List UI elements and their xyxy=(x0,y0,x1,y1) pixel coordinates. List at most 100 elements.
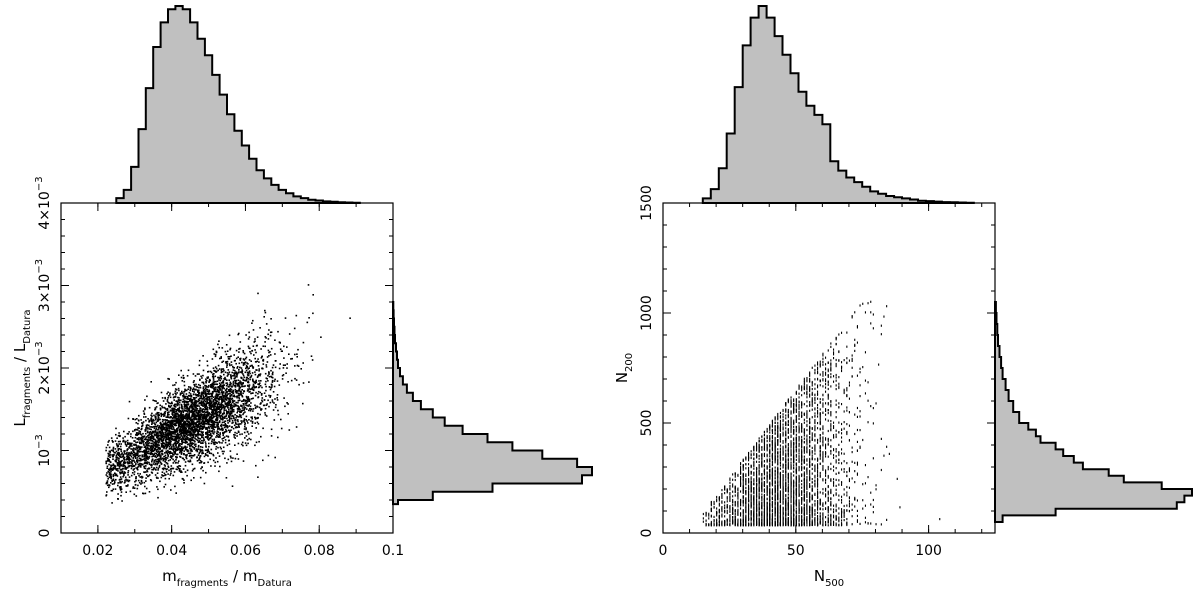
scatter-point xyxy=(244,437,246,439)
scatter-point xyxy=(208,389,210,392)
scatter-point xyxy=(244,357,247,360)
scatter-point xyxy=(235,416,237,419)
scatter-point xyxy=(189,417,191,420)
scatter-point xyxy=(180,425,183,427)
scatter-point xyxy=(170,465,173,467)
scatter-point xyxy=(231,409,234,411)
scatter-point xyxy=(118,457,120,460)
scatter-point xyxy=(202,395,205,398)
scatter-point xyxy=(276,394,279,396)
y-tick-label-base: 10 xyxy=(37,449,53,467)
scatter-point xyxy=(156,425,158,428)
scatter-point xyxy=(218,441,220,443)
scatter-point xyxy=(268,373,270,375)
scatter-point xyxy=(118,443,120,445)
scatter-point xyxy=(214,390,216,392)
scatter-point xyxy=(200,394,202,396)
scatter-point xyxy=(201,409,203,411)
scatter-point xyxy=(208,418,210,420)
scatter-point xyxy=(284,317,287,319)
scatter-point xyxy=(164,477,167,480)
scatter-point xyxy=(138,465,140,468)
scatter-point xyxy=(801,512,803,515)
scatter-point xyxy=(192,387,195,389)
scatter-point xyxy=(237,458,240,460)
scatter-point xyxy=(197,431,199,433)
scatter-point xyxy=(198,414,201,417)
scatter-point xyxy=(180,423,182,425)
scatter-point xyxy=(118,452,121,455)
scatter-point xyxy=(236,432,238,435)
scatter-point xyxy=(228,419,231,421)
scatter-point xyxy=(119,476,122,478)
scatter-point xyxy=(175,438,177,441)
scatter-point xyxy=(189,459,192,462)
scatter-point xyxy=(191,450,193,452)
scatter-point xyxy=(218,401,220,404)
scatter-point xyxy=(218,421,221,424)
scatter-point xyxy=(226,419,229,422)
scatter-point xyxy=(210,395,212,398)
scatter-point xyxy=(137,479,140,482)
scatter-point xyxy=(204,384,207,387)
scatter-point xyxy=(220,398,223,401)
scatter-point xyxy=(228,443,231,445)
scatter-point xyxy=(217,433,219,436)
scatter-point xyxy=(221,397,223,400)
scatter-point xyxy=(851,354,853,357)
scatter-point xyxy=(782,483,784,486)
scatter-point xyxy=(190,456,193,459)
scatter-point xyxy=(296,364,299,367)
scatter-point xyxy=(168,413,170,416)
scatter-point xyxy=(185,441,187,443)
scatter-point xyxy=(251,372,254,374)
scatter-point xyxy=(117,434,120,437)
scatter-point xyxy=(146,455,148,458)
scatter-point xyxy=(201,413,203,416)
scatter-point xyxy=(257,292,259,295)
y-tick-label-exponent: −3 xyxy=(34,176,45,191)
scatter-point xyxy=(106,480,109,482)
y-tick-label-exponent: −3 xyxy=(34,259,45,274)
scatter-point xyxy=(162,435,165,438)
scatter-point xyxy=(120,454,122,456)
scatter-point xyxy=(158,431,161,434)
scatter-point xyxy=(774,440,776,443)
scatter-point xyxy=(234,375,236,377)
scatter-point xyxy=(264,412,266,414)
scatter-point xyxy=(231,401,234,404)
scatter-point xyxy=(136,434,139,436)
scatter-point xyxy=(128,479,131,482)
scatter-point xyxy=(183,450,185,452)
scatter-point xyxy=(152,463,155,465)
scatter-point xyxy=(139,448,142,450)
scatter-point xyxy=(196,450,199,453)
scatter-point xyxy=(190,450,192,452)
scatter-point xyxy=(213,441,215,443)
scatter-point xyxy=(194,393,197,396)
scatter-point xyxy=(124,465,127,468)
scatter-point xyxy=(196,408,199,410)
scatter-point xyxy=(139,476,142,478)
scatter-point xyxy=(180,392,182,395)
scatter-point xyxy=(157,467,160,470)
scatter-point xyxy=(217,369,219,372)
scatter-point xyxy=(168,405,170,408)
scatter-point xyxy=(162,445,165,447)
scatter-point xyxy=(168,402,170,404)
scatter-point xyxy=(228,429,230,432)
scatter-point xyxy=(218,368,221,370)
scatter-point xyxy=(164,429,167,431)
scatter-point xyxy=(133,468,135,470)
scatter-point xyxy=(214,398,216,401)
scatter-point xyxy=(145,456,147,459)
scatter-point xyxy=(257,423,260,425)
scatter-point xyxy=(177,446,180,448)
scatter-point xyxy=(176,402,179,405)
scatter-point xyxy=(192,381,195,384)
scatter-point xyxy=(108,486,110,489)
scatter-point xyxy=(227,439,230,442)
scatter-point xyxy=(164,483,167,486)
scatter-point xyxy=(199,433,201,436)
scatter-point xyxy=(111,439,114,442)
